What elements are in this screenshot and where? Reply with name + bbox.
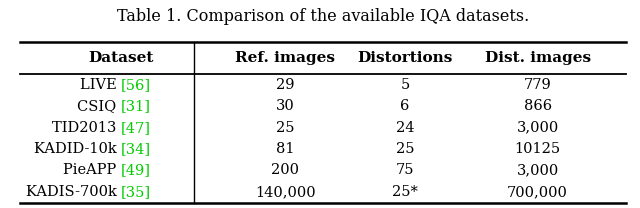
Text: PieAPP: PieAPP	[63, 163, 121, 177]
Text: 25*: 25*	[392, 185, 418, 199]
Text: 200: 200	[271, 163, 300, 177]
Text: 700,000: 700,000	[508, 185, 568, 199]
Text: 779: 779	[524, 78, 552, 92]
Text: 3,000: 3,000	[516, 163, 559, 177]
Text: 81: 81	[276, 142, 294, 156]
Text: [34]: [34]	[121, 142, 151, 156]
Text: 24: 24	[396, 121, 414, 135]
Text: 29: 29	[276, 78, 294, 92]
Text: 10125: 10125	[515, 142, 561, 156]
Text: 866: 866	[524, 99, 552, 113]
Text: Ref. images: Ref. images	[236, 51, 335, 65]
Text: [49]: [49]	[121, 163, 151, 177]
Text: 3,000: 3,000	[516, 121, 559, 135]
Text: [31]: [31]	[121, 99, 151, 113]
Text: Dist. images: Dist. images	[484, 51, 591, 65]
Text: 140,000: 140,000	[255, 185, 316, 199]
Text: LIVE: LIVE	[80, 78, 121, 92]
Text: KADIS-700k: KADIS-700k	[26, 185, 121, 199]
Text: KADID-10k: KADID-10k	[34, 142, 121, 156]
Text: TID2013: TID2013	[52, 121, 121, 135]
Text: 25: 25	[276, 121, 294, 135]
Text: Dataset: Dataset	[88, 51, 154, 65]
Text: Table 1. Comparison of the available IQA datasets.: Table 1. Comparison of the available IQA…	[117, 7, 529, 25]
Text: [56]: [56]	[121, 78, 151, 92]
Text: [47]: [47]	[121, 121, 151, 135]
Text: Distortions: Distortions	[358, 51, 453, 65]
Text: 5: 5	[401, 78, 410, 92]
Text: 30: 30	[276, 99, 294, 113]
Text: 6: 6	[401, 99, 410, 113]
Text: CSIQ: CSIQ	[77, 99, 121, 113]
Text: 75: 75	[396, 163, 414, 177]
Text: [35]: [35]	[121, 185, 151, 199]
Text: 25: 25	[396, 142, 414, 156]
